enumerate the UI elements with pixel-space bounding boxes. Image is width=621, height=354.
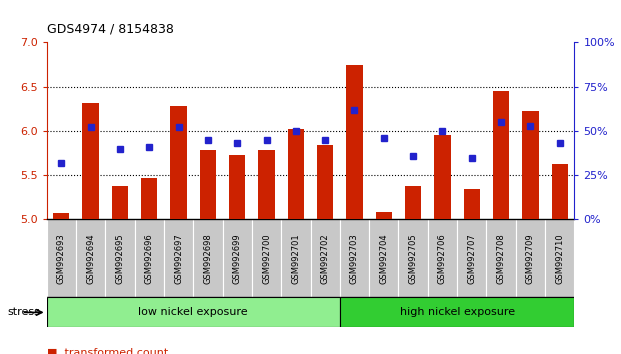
Text: GSM992695: GSM992695 [116, 233, 124, 284]
Text: high nickel exposure: high nickel exposure [399, 307, 515, 318]
Bar [369, 219, 399, 297]
Bar [340, 219, 369, 297]
Bar [252, 219, 281, 297]
Bar [522, 110, 538, 219]
Bar [340, 297, 574, 327]
Bar [493, 91, 509, 219]
Bar [105, 219, 135, 297]
Bar [222, 219, 252, 297]
Text: GSM992705: GSM992705 [409, 233, 418, 284]
Bar [545, 219, 574, 297]
Bar [516, 219, 545, 297]
Bar [486, 219, 516, 297]
Text: GSM992693: GSM992693 [57, 233, 66, 284]
Bar [200, 149, 216, 219]
Text: GSM992697: GSM992697 [174, 233, 183, 284]
Bar [551, 164, 568, 219]
Text: GSM992699: GSM992699 [233, 233, 242, 284]
Bar [141, 178, 157, 219]
Bar [310, 219, 340, 297]
Bar [193, 219, 222, 297]
Bar [135, 219, 164, 297]
Bar [83, 103, 99, 219]
Text: GSM992704: GSM992704 [379, 233, 388, 284]
Text: GSM992698: GSM992698 [203, 233, 212, 284]
Bar [435, 135, 450, 219]
Bar [258, 150, 274, 219]
Text: GSM992709: GSM992709 [526, 233, 535, 284]
Bar [229, 155, 245, 219]
Bar [171, 106, 186, 219]
Bar [347, 65, 363, 219]
Text: GSM992700: GSM992700 [262, 233, 271, 284]
Text: GSM992706: GSM992706 [438, 233, 447, 284]
Bar [464, 188, 480, 219]
Text: GSM992703: GSM992703 [350, 233, 359, 284]
Bar [164, 219, 193, 297]
Text: GSM992701: GSM992701 [291, 233, 301, 284]
Bar [428, 219, 457, 297]
Text: GSM992707: GSM992707 [467, 233, 476, 284]
Text: GDS4974 / 8154838: GDS4974 / 8154838 [47, 22, 173, 35]
Bar [288, 129, 304, 219]
Bar [405, 186, 421, 219]
Text: stress: stress [7, 307, 40, 318]
Text: GSM992702: GSM992702 [320, 233, 330, 284]
Bar [399, 219, 428, 297]
Bar [281, 219, 310, 297]
Bar [317, 145, 333, 219]
Text: low nickel exposure: low nickel exposure [138, 307, 248, 318]
Text: GSM992696: GSM992696 [145, 233, 154, 284]
Bar [47, 297, 340, 327]
Bar [376, 212, 392, 219]
Text: GSM992694: GSM992694 [86, 233, 95, 284]
Bar [112, 186, 128, 219]
Bar [53, 213, 70, 219]
Text: GSM992710: GSM992710 [555, 233, 564, 284]
Text: GSM992708: GSM992708 [497, 233, 505, 284]
Bar [47, 219, 76, 297]
Text: ■  transformed count: ■ transformed count [47, 347, 168, 354]
Bar [76, 219, 105, 297]
Bar [457, 219, 486, 297]
